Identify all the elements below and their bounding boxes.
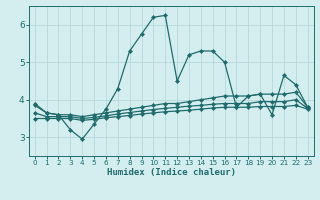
- X-axis label: Humidex (Indice chaleur): Humidex (Indice chaleur): [107, 168, 236, 177]
